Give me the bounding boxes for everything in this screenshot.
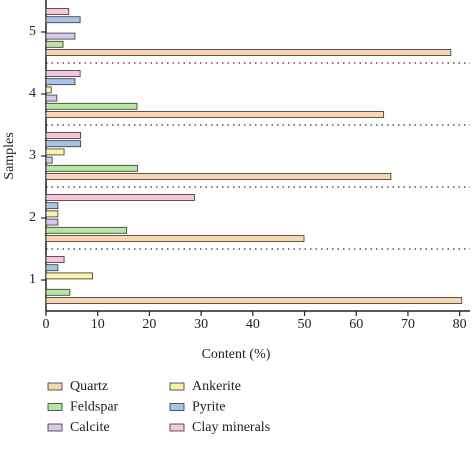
bar [45, 111, 385, 118]
legend-swatch [169, 423, 185, 432]
bar [45, 226, 128, 234]
x-axis-label: Content (%) [202, 347, 271, 362]
legend-swatch [169, 382, 185, 391]
bar [45, 164, 138, 172]
x-tick-label: 0 [43, 317, 50, 332]
x-tick-label: 40 [246, 317, 260, 332]
x-tick-label: 70 [401, 317, 415, 332]
bar [45, 94, 58, 102]
bar [45, 264, 59, 272]
bar [45, 288, 71, 296]
y-axis-label: Samples [2, 132, 17, 179]
legend-swatch [47, 423, 63, 432]
bar [45, 49, 452, 56]
legend-swatch [47, 403, 63, 411]
legend-swatch [169, 403, 185, 411]
bar [45, 156, 53, 164]
bar [45, 148, 65, 156]
legend-label: Clay minerals [192, 420, 270, 435]
y-tick-label: 3 [29, 148, 36, 163]
x-tick-label: 60 [349, 317, 363, 332]
bar [45, 8, 70, 15]
bar [45, 78, 76, 86]
x-tick-label: 10 [91, 317, 105, 332]
bar [45, 202, 59, 210]
bar [45, 194, 195, 201]
bar [45, 272, 93, 280]
legend-label: Quartz [70, 379, 108, 394]
legend-label: Calcite [70, 420, 110, 435]
bar [45, 40, 64, 48]
bar [45, 140, 82, 148]
x-tick-label: 50 [298, 317, 312, 332]
bar [45, 173, 392, 180]
bar [45, 256, 65, 263]
bar [45, 210, 59, 218]
y-tick-label: 4 [29, 86, 36, 101]
y-tick-label: 2 [29, 210, 36, 225]
legend-label: Ankerite [192, 379, 241, 394]
bar [45, 86, 52, 94]
legend-label: Feldspar [70, 400, 119, 415]
bar [45, 132, 82, 139]
bar [45, 218, 59, 226]
x-tick-label: 80 [453, 317, 467, 332]
bar [45, 297, 463, 304]
x-tick-label: 20 [142, 317, 156, 332]
bar [45, 32, 76, 40]
bar [45, 102, 138, 110]
bar [45, 70, 81, 77]
legend-swatch [47, 382, 63, 391]
legend-label: Pyrite [192, 400, 225, 415]
y-tick-label: 5 [29, 24, 36, 39]
y-tick-label: 1 [29, 272, 36, 287]
bar [45, 16, 81, 24]
bar [45, 235, 305, 242]
x-tick-label: 30 [194, 317, 208, 332]
